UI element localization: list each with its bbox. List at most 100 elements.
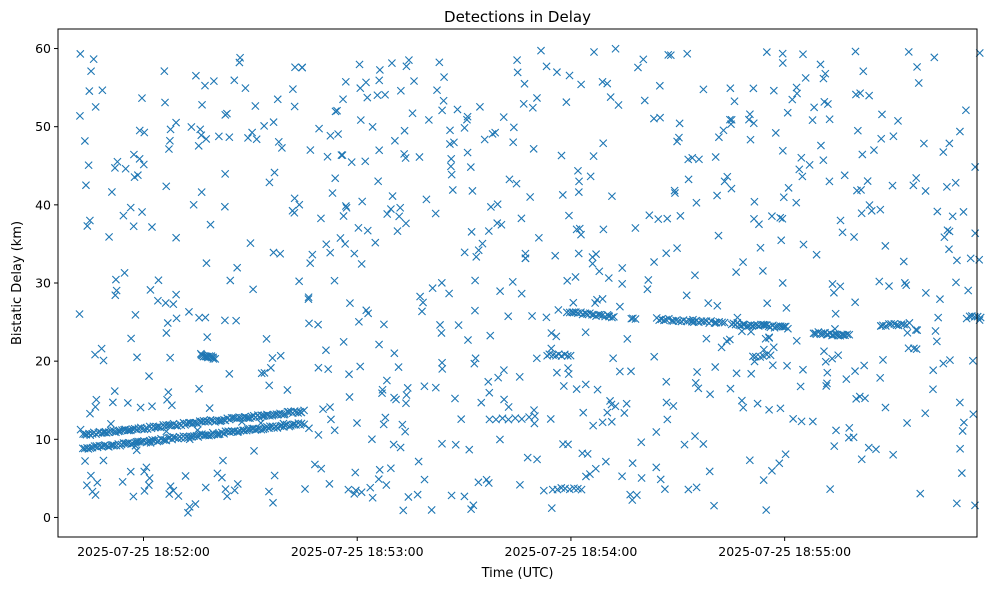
clutter-point bbox=[85, 87, 94, 96]
clutter-point bbox=[660, 485, 669, 494]
clutter-point bbox=[778, 278, 787, 287]
clutter-point bbox=[140, 467, 149, 476]
clutter-point bbox=[682, 291, 691, 300]
clutter-point bbox=[91, 491, 100, 500]
clutter-point bbox=[505, 175, 514, 184]
clutter-point bbox=[859, 67, 868, 76]
clutter-point bbox=[428, 284, 437, 293]
clutter-point bbox=[462, 115, 471, 124]
clutter-point bbox=[942, 182, 951, 191]
clutter-point bbox=[899, 257, 908, 266]
clutter-point bbox=[778, 49, 787, 58]
clutter-point bbox=[778, 214, 787, 223]
clutter-point bbox=[720, 177, 729, 186]
track-point bbox=[154, 422, 163, 431]
clutter-point bbox=[367, 435, 376, 444]
clutter-point bbox=[276, 249, 285, 258]
clutter-point bbox=[863, 177, 872, 186]
clutter-point bbox=[221, 485, 230, 494]
clutter-point bbox=[512, 179, 521, 188]
clutter-point bbox=[534, 233, 543, 242]
clutter-point bbox=[921, 409, 930, 418]
clutter-point bbox=[969, 410, 978, 419]
clutter-point bbox=[310, 460, 319, 469]
clutter-point bbox=[274, 137, 283, 146]
clutter-point bbox=[249, 285, 258, 294]
track-point bbox=[685, 316, 694, 325]
clutter-point bbox=[565, 71, 574, 80]
clutter-point bbox=[795, 165, 804, 174]
clutter-point bbox=[778, 146, 787, 155]
clutter-point bbox=[578, 449, 587, 458]
clutter-point bbox=[314, 363, 323, 372]
clutter-point bbox=[902, 281, 911, 290]
clutter-point bbox=[554, 305, 563, 314]
clutter-point bbox=[652, 463, 661, 472]
clutter-point bbox=[931, 326, 940, 335]
clutter-point bbox=[232, 316, 241, 325]
clutter-point bbox=[378, 389, 386, 398]
clutter-point bbox=[783, 108, 792, 117]
clutter-point bbox=[345, 299, 354, 308]
clutter-point bbox=[148, 402, 156, 411]
clutter-point bbox=[532, 354, 541, 363]
clutter-point bbox=[138, 207, 147, 216]
track-point bbox=[498, 414, 507, 423]
clutter-point bbox=[699, 85, 708, 94]
clutter-point bbox=[257, 369, 266, 378]
clutter-point bbox=[823, 100, 832, 109]
track-point bbox=[194, 432, 203, 441]
clutter-point bbox=[248, 128, 257, 137]
clutter-point bbox=[618, 279, 627, 288]
clutter-point bbox=[557, 151, 566, 160]
clutter-point bbox=[357, 259, 366, 268]
clutter-point bbox=[904, 47, 913, 56]
clutter-point bbox=[373, 91, 382, 100]
clutter-point bbox=[563, 276, 572, 285]
clutter-point bbox=[126, 203, 135, 212]
clutter-point bbox=[91, 102, 100, 111]
clutter-point bbox=[952, 256, 961, 265]
clutter-point bbox=[85, 409, 94, 418]
clutter-point bbox=[744, 115, 753, 124]
track-point bbox=[674, 317, 683, 326]
clutter-point bbox=[797, 417, 806, 426]
clutter-point bbox=[771, 128, 780, 137]
clutter-point bbox=[268, 353, 277, 362]
clutter-point bbox=[440, 73, 449, 82]
clutter-point bbox=[463, 112, 472, 121]
clutter-point bbox=[485, 388, 494, 397]
clutter-point bbox=[273, 95, 282, 104]
plot-area bbox=[57, 28, 985, 538]
clutter-point bbox=[86, 471, 95, 480]
clutter-point bbox=[750, 357, 759, 366]
clutter-point bbox=[270, 471, 279, 480]
clutter-point bbox=[569, 298, 578, 307]
clutter-point bbox=[957, 469, 966, 478]
clutter-point bbox=[474, 478, 483, 487]
clutter-point bbox=[526, 193, 535, 201]
track-point bbox=[270, 423, 278, 432]
clutter-point bbox=[484, 377, 493, 386]
clutter-point bbox=[945, 139, 954, 148]
clutter-point bbox=[552, 368, 561, 377]
clutter-point bbox=[939, 148, 948, 157]
clutter-point bbox=[460, 248, 469, 257]
clutter-point bbox=[164, 145, 173, 154]
clutter-point bbox=[269, 118, 278, 127]
clutter-point bbox=[529, 144, 538, 153]
clutter-point bbox=[194, 141, 203, 150]
clutter-point bbox=[650, 352, 659, 361]
track-point bbox=[212, 430, 221, 439]
clutter-point bbox=[191, 71, 200, 80]
clutter-point bbox=[551, 251, 560, 260]
track-point bbox=[211, 354, 220, 363]
clutter-point bbox=[121, 164, 130, 173]
clutter-point bbox=[615, 367, 624, 376]
clutter-point bbox=[607, 417, 616, 426]
clutter-point bbox=[304, 293, 313, 302]
clutter-point bbox=[875, 277, 884, 286]
clutter-point bbox=[749, 84, 758, 93]
clutter-point bbox=[959, 207, 968, 216]
chart-title: Detections in Delay bbox=[444, 8, 591, 26]
